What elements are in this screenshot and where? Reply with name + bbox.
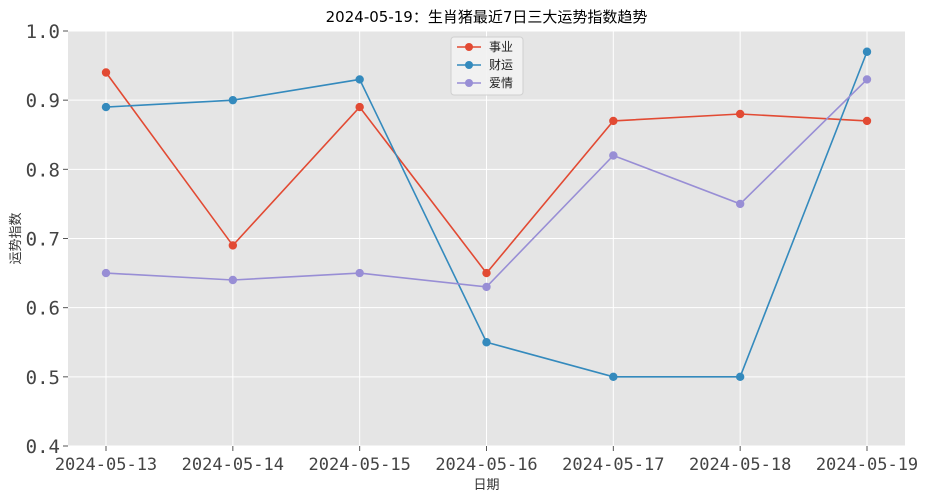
data-point [609,151,618,160]
data-point [228,275,238,285]
y-tick-label: 0.5 [26,367,60,389]
x-tick-label: 2024-05-17 [562,455,664,475]
legend-marker [465,61,473,69]
data-point [355,75,364,84]
data-point [101,68,111,77]
data-point [228,95,238,105]
data-point [482,282,491,292]
chart-title: 2024-05-19：生肖猪最近7日三大运势指数趋势 [326,8,648,26]
series-3 [101,75,872,292]
y-tick-label: 0.6 [26,298,60,320]
legend-marker [465,79,473,87]
y-tick-label: 0.4 [26,436,60,458]
legend-label: 财运 [489,58,513,72]
gridlines [68,30,905,447]
x-axis-label: 日期 [473,478,499,493]
axis-ticks: 0.4 0.5 0.6 0.7 0.8 0.9 1.0 2024-05-13 2024-05-1… [26,21,919,475]
y-tick-label: 1.0 [26,21,60,43]
x-tick-label: 2024-05-13 [55,455,157,475]
legend-marker [465,43,473,51]
y-axis-label: 运势指数 [8,212,24,264]
series-2 [101,47,872,382]
data-point [735,372,745,382]
data-point [482,338,491,347]
x-tick-label: 2024-05-14 [182,455,284,475]
data-point [609,372,618,382]
x-tick-label: 2024-05-19 [816,455,918,475]
y-tick-label: 0.9 [26,90,60,112]
data-point [355,102,364,112]
data-point [862,75,872,84]
data-series [101,47,872,382]
legend-label: 事业 [489,40,513,54]
data-point [735,199,745,209]
data-point [101,102,111,112]
data-point [862,47,872,56]
data-point [735,109,745,119]
data-point [228,241,238,250]
x-tick-label: 2024-05-18 [689,455,791,475]
x-tick-label: 2024-05-15 [308,455,410,475]
data-point [609,116,618,126]
series-1 [101,68,872,278]
y-tick-label: 0.7 [26,229,60,251]
data-point [355,268,364,278]
legend-label: 爱情 [489,76,513,90]
x-tick-label: 2024-05-16 [435,455,537,475]
data-point [101,268,111,278]
data-point [482,268,491,278]
data-point [862,116,872,126]
y-tick-label: 0.8 [26,159,60,181]
